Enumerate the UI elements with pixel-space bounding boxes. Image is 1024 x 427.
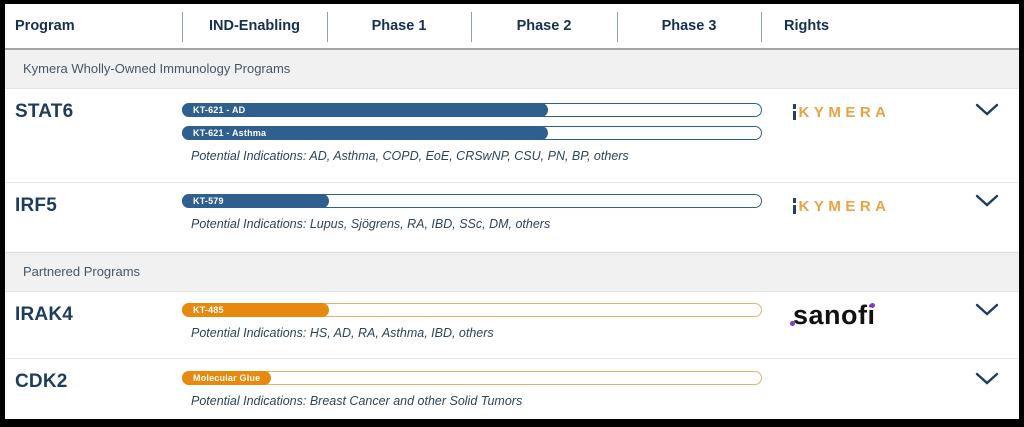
pipeline-bar-track: Molecular Glue [182,371,762,385]
potential-indications: Potential Indications: Lupus, Sjögrens, … [191,217,551,231]
program-row-stat6: STAT6 KT-621 - AD KT-621 - Asthma Potent… [5,89,1019,182]
program-bars: KT-485 Potential Indications: HS, AD, RA… [182,292,770,340]
program-name: STAT6 [15,101,74,122]
column-header-label: IND-Enabling [208,18,301,34]
pipeline-bar-fill: KT-485 [182,303,329,317]
column-header-label: Rights [784,18,830,34]
column-header-phase-3: Phase 3 [617,4,761,48]
program-row-irf5: IRF5 KT-579 Potential Indications: Lupus… [5,182,1019,252]
program-bars: Molecular Glue Potential Indications: Br… [182,359,770,419]
pipeline-bar-label: KT-621 - Asthma [193,128,267,138]
pipeline-bar-track: KT-621 - AD [182,103,762,117]
column-header-phase-1: Phase 1 [327,4,471,48]
potential-indications: Potential Indications: HS, AD, RA, Asthm… [191,326,494,340]
kymera-logo-mark-icon [793,104,796,120]
kymera-logo: KYMERA [793,196,965,216]
program-row-irak4: IRAK4 KT-485 Potential Indications: HS, … [5,292,1019,358]
pipeline-bar-label: KT-621 - AD [193,105,246,115]
chevron-down-icon[interactable] [975,372,999,419]
sanofi-logo-text: sanofi [793,300,876,330]
program-bars: KT-621 - AD KT-621 - Asthma Potential In… [182,89,770,163]
potential-indications: Potential Indications: AD, Asthma, COPD,… [191,149,629,163]
chevron-down-icon[interactable] [975,194,999,231]
pipeline-bar-track: KT-579 [182,194,762,208]
pipeline-bar-fill: KT-579 [182,194,329,208]
kymera-logo-text: KYMERA [798,197,891,215]
rights-cell: KYMERA [770,89,965,163]
pipeline-bar-fill: KT-621 - Asthma [182,126,549,140]
program-name: CDK2 [15,371,68,392]
pipeline-bar-label: Molecular Glue [193,373,261,383]
sanofi-logo-dot [869,303,875,308]
column-header-rights: Rights [761,4,1019,48]
potential-indications: Potential Indications: Breast Cancer and… [191,394,523,408]
chevron-down-icon[interactable] [975,103,999,163]
row-expand-cell [965,89,1019,163]
column-header-label: Program [15,18,75,34]
pipeline-bar-track: KT-485 [182,303,762,317]
pipeline-bar-label: KT-579 [193,196,224,206]
pipeline-bar-fill: Molecular Glue [182,371,271,385]
section-label: Kymera Wholly-Owned Immunology Programs [23,61,291,76]
column-header-label: Phase 2 [516,18,572,34]
section-label: Partnered Programs [23,264,141,279]
sanofi-logo-dot [790,321,795,326]
pipeline-header: Program IND-Enabling Phase 1 Phase 2 Pha… [5,4,1019,50]
kymera-logo-text: KYMERA [798,103,891,121]
pipeline-bar-fill: KT-621 - AD [182,103,549,117]
program-bars: KT-579 Potential Indications: Lupus, Sjö… [182,183,770,231]
kymera-logo-mark-icon [793,198,796,214]
program-name: IRAK4 [15,304,74,325]
row-expand-cell [965,292,1019,340]
pipeline-bar-track: KT-621 - Asthma [182,126,762,140]
column-header-ind-enabling: IND-Enabling [182,4,327,48]
column-header-program: Program [5,4,182,48]
rights-cell: sanofi [770,292,965,340]
row-expand-cell [965,183,1019,231]
chevron-down-icon[interactable] [975,303,999,340]
rights-cell [770,359,965,419]
pipeline-bar-label: KT-485 [193,305,224,315]
column-header-phase-2: Phase 2 [471,4,617,48]
row-expand-cell [965,359,1019,419]
kymera-logo: KYMERA [793,102,965,122]
pipeline-table: Program IND-Enabling Phase 1 Phase 2 Pha… [5,4,1019,419]
section-header-partnered: Partnered Programs [5,252,1019,292]
section-header-wholly-owned: Kymera Wholly-Owned Immunology Programs [5,50,1019,89]
column-header-label: Phase 3 [661,18,717,34]
program-name: IRF5 [15,195,57,216]
rights-cell: KYMERA [770,183,965,231]
program-row-cdk2: CDK2 Molecular Glue Potential Indication… [5,358,1019,419]
sanofi-logo: sanofi [790,300,876,331]
column-header-label: Phase 1 [371,18,427,34]
